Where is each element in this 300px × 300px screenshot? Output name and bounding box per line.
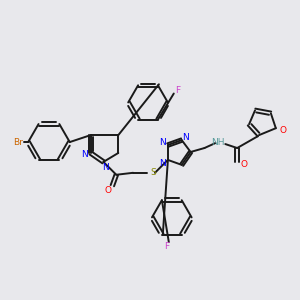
Text: O: O: [105, 186, 112, 195]
Text: N: N: [182, 133, 189, 142]
Text: O: O: [279, 126, 286, 135]
Text: O: O: [241, 160, 248, 169]
Text: N: N: [160, 138, 166, 147]
Text: F: F: [175, 86, 180, 95]
Text: N: N: [160, 159, 166, 168]
Text: S: S: [150, 168, 156, 177]
Text: N: N: [102, 163, 109, 172]
Text: NH: NH: [212, 138, 225, 147]
Text: Br: Br: [13, 138, 23, 147]
Text: F: F: [164, 242, 169, 250]
Text: N: N: [81, 151, 88, 160]
